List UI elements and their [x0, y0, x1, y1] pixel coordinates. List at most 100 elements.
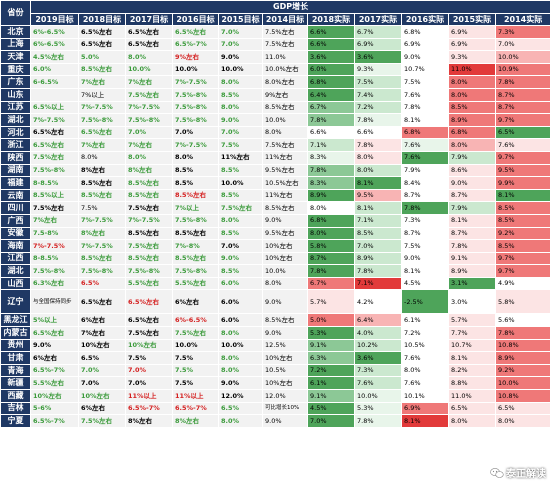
actual-cell: 4.5%: [401, 276, 449, 291]
actual-cell: 8.0%: [401, 363, 449, 378]
target-cell: 7.0%: [218, 37, 263, 52]
target-cell: 7%-7.5%: [30, 113, 79, 127]
target-cell: 7%左右: [78, 326, 126, 340]
target-cell: 7.5%左右: [125, 201, 173, 215]
actual-cell: 8.6%: [448, 163, 496, 178]
target-cell: 7.5%左右: [125, 326, 173, 340]
actual-cell: 5.3%: [307, 326, 355, 340]
actual-cell: 8.1%: [401, 264, 449, 278]
target-cell: 11%以上: [172, 389, 219, 403]
actual-cell: 8.2%: [448, 363, 496, 378]
actual-cell: 7.5%: [401, 75, 449, 89]
actual-cell: 7.5%: [354, 75, 402, 89]
target-cell: 7.5%: [172, 376, 219, 391]
target-cell: 6.5%左右: [125, 25, 173, 39]
target-cell: 10.0%: [172, 338, 219, 353]
target-cell: 8%左右: [125, 163, 173, 178]
target-cell: 12.0%: [262, 389, 308, 403]
actual-cell: 9.2%: [494, 363, 550, 378]
actual-cell: 6.6%: [307, 25, 355, 39]
target-cell: 10%左右: [30, 389, 79, 403]
province-cell: 海南: [0, 239, 31, 253]
target-cell: 8.0%: [262, 276, 308, 291]
table-row: 河北 6.5%左右 6.5%左右 7.0% 7.0% 7.0% 8.0% 6.6% 6.6% 6.…: [0, 125, 550, 140]
actual-cell: 8.5%: [494, 213, 550, 228]
actual-cell: 6.8%: [448, 125, 496, 140]
target-cell: 10%左右: [262, 351, 308, 365]
target-cell: 7.5%: [172, 351, 219, 365]
target-cell: 7%左右: [30, 213, 79, 228]
actual-cell: 8.1%: [448, 351, 496, 365]
table-row: 辽宁 与全国保持同步 6.5%左右 6.5%左右 6%左右 6.0% 9.0% 5.7% 4.2…: [0, 289, 550, 315]
target-cell: 6.5%: [78, 276, 126, 291]
target-cell: 7.5%-8%: [172, 87, 219, 102]
target-cell: 9%左右: [172, 50, 219, 64]
actual-cell: 6.1%: [401, 313, 449, 328]
target-cell: 7.5%左右: [78, 414, 126, 428]
target-cell: 8.0%: [218, 414, 263, 428]
actual-cell: 8.9%: [448, 264, 496, 278]
province-cell: 宁夏: [0, 414, 31, 428]
table-row: 宁夏 6.5%-7% 7.5%左右 8%左右 8%左右 8.0% 9.0% 7.0% 7.8% 8…: [0, 414, 550, 428]
table-row: 西藏 10%左右 10%左右 11%以上 11%以上 12.0% 12.0% 9.1% 10.0…: [0, 389, 550, 403]
actual-cell: 8.1%: [401, 414, 449, 428]
target-cell: 6.0%: [218, 289, 263, 315]
target-cell: 10.0%: [218, 176, 263, 190]
table-row: 上海 6%-6.5% 6.5%左右 6.5%左右 6.5%-7% 7.0% 7.5%左右 6.…: [0, 37, 550, 52]
actual-cell: 8.7%: [448, 188, 496, 203]
target-cell: 6.0%: [218, 313, 263, 328]
target-cell: 6%-6.5%: [30, 37, 79, 52]
target-cell: 10%左右: [262, 239, 308, 253]
target-cell: 6.5%左右: [172, 25, 219, 39]
actual-cell: -2.5%: [401, 289, 449, 315]
actual-cell: 6.8%: [401, 25, 449, 39]
actual-cell: 7.8%: [354, 264, 402, 278]
actual-cell: 6.6%: [307, 37, 355, 52]
target-cell: 9.0%: [262, 326, 308, 340]
actual-cell: 9.7%: [494, 150, 550, 165]
province-cell: 湖南: [0, 163, 31, 178]
actual-cell: 7.8%: [448, 239, 496, 253]
province-cell: 辽宁: [0, 289, 31, 315]
target-cell: 8.5%: [172, 163, 219, 178]
target-cell: 7.5%-8%: [30, 264, 79, 278]
actual-cell: 8.7%: [401, 188, 449, 203]
target-cell: 7.0%: [218, 239, 263, 253]
actual-cell: 9.0%: [401, 251, 449, 266]
province-cell: 青海: [0, 363, 31, 378]
target-cell: 7.5%-8%: [172, 264, 219, 278]
target-cell: 6.5%左右: [78, 37, 126, 52]
target-cell: 5.5%左右: [172, 276, 219, 291]
actual-cell: 8.0%: [307, 201, 355, 215]
table-row: 青海 6.5%-7% 7.0% 7.0% 7.5% 8.0% 10.5% 7.2% 7.3% 8.…: [0, 363, 550, 378]
actual-cell: 7.3%: [494, 25, 550, 39]
target-cell: 7%-7.5%: [172, 138, 219, 152]
province-cell: 江西: [0, 251, 31, 266]
target-cell: 7.0%: [172, 125, 219, 140]
target-cell: 8.5%左右: [172, 188, 219, 203]
table-row: 广西 7%左右 7%-7.5% 7%-7.5% 7.5%-8% 8.0% 9.0% 6.8% 7…: [0, 213, 550, 228]
target-cell: 6.5%-7%: [172, 37, 219, 52]
target-cell: 7.5%-8%: [172, 100, 219, 115]
actual-cell: 8.1%: [354, 201, 402, 215]
actual-cell: 7.2%: [307, 363, 355, 378]
table-row: 甘肃 6%左右 6.5% 7.5% 7.5% 8.0% 10%左右 6.3% 3.6% 7.6% 8…: [0, 351, 550, 365]
actual-cell: 8.9%: [354, 251, 402, 266]
actual-cell: 7.8%: [307, 113, 355, 127]
actual-cell: 8.0%: [448, 75, 496, 89]
actual-cell: 6.9%: [401, 37, 449, 52]
actual-cell: 8.8%: [448, 376, 496, 391]
actual-cell: 7.6%: [354, 376, 402, 391]
actual-cell: 5.7%: [448, 313, 496, 328]
target-cell: 7%-7.5%: [78, 213, 126, 228]
actual-cell: 3.0%: [448, 289, 496, 315]
target-cell: 可比增长10%: [262, 401, 308, 416]
actual-cell: 7.6%: [401, 87, 449, 102]
table-row: 广东 6-6.5% 7%左右 7%左右 7%-7.5% 8.0% 8.0%左右 6.8% 7.5…: [0, 75, 550, 89]
actual-cell: 6.9%: [354, 37, 402, 52]
target-cell: 8.0%: [218, 351, 263, 365]
target-cell: 6.5%-7%: [30, 414, 79, 428]
target-cell: 7.5%-8%: [78, 113, 126, 127]
target-cell: 10.0%: [262, 264, 308, 278]
column-header: 2018目标: [78, 13, 126, 26]
